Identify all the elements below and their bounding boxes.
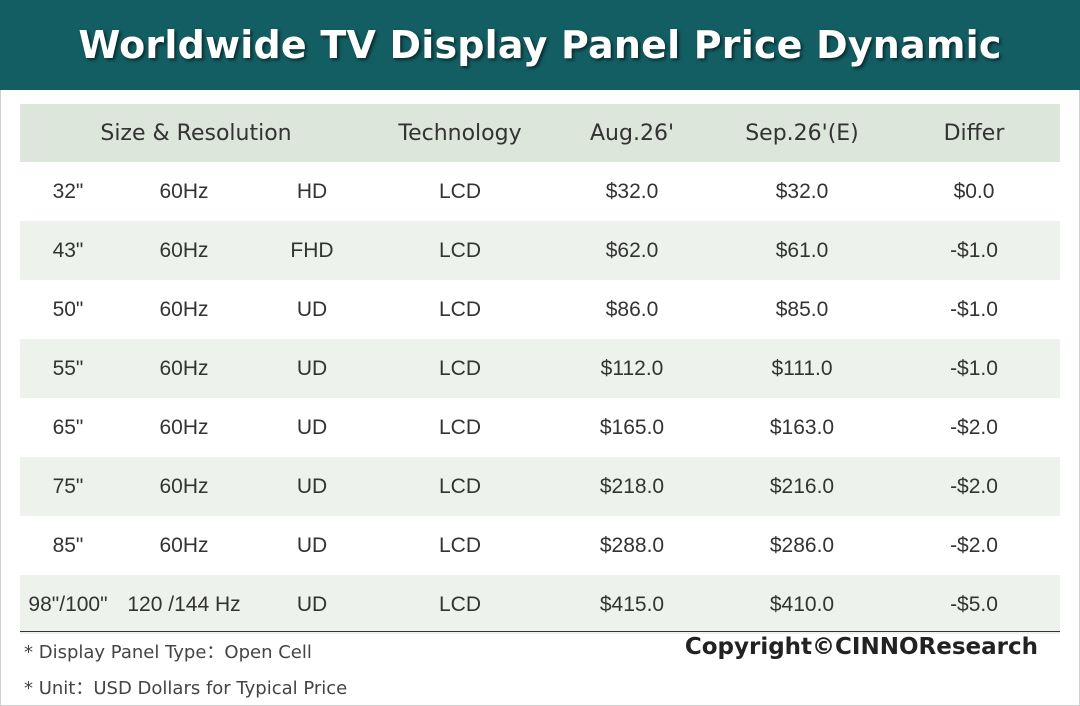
cell-technology: LCD — [438, 592, 481, 616]
table-row: 55" 60Hz UD LCD $112.0 $111.0 -$1.0 — [20, 339, 1060, 398]
title-bar: Worldwide TV Display Panel Price Dynamic — [0, 0, 1080, 90]
cell-differ: -$1.0 — [950, 297, 998, 321]
price-table: Size & Resolution Technology Aug.26' Sep… — [20, 104, 1060, 634]
cell-sep: $216.0 — [769, 474, 835, 498]
cell-resolution: UD — [296, 297, 328, 321]
cell-technology: LCD — [438, 474, 481, 498]
cell-refresh: 60Hz — [159, 297, 209, 321]
table-row: 85" 60Hz UD LCD $288.0 $286.0 -$2.0 — [20, 516, 1060, 575]
cell-aug: $86.0 — [605, 297, 659, 321]
cell-differ: -$5.0 — [950, 592, 998, 616]
cell-size: 85" — [52, 533, 84, 557]
cell-differ: $0.0 — [953, 179, 995, 203]
table-header-row: Size & Resolution Technology Aug.26' Sep… — [20, 104, 1060, 162]
cell-refresh: 60Hz — [159, 533, 209, 557]
cell-sep: $286.0 — [769, 533, 835, 557]
header-aug: Aug.26' — [590, 120, 674, 146]
cell-technology: LCD — [438, 415, 481, 439]
cell-aug: $62.0 — [605, 238, 659, 262]
header-differ: Differ — [943, 120, 1005, 146]
cell-sep: $163.0 — [769, 415, 835, 439]
note-panel-type: * Display Panel Type：Open Cell — [24, 642, 312, 663]
cell-size: 98"/100" — [28, 592, 108, 616]
cell-aug: $112.0 — [600, 356, 664, 380]
table-row: 43" 60Hz FHD LCD $62.0 $61.0 -$1.0 — [20, 221, 1060, 280]
cell-resolution: HD — [296, 179, 328, 203]
cell-refresh: 60Hz — [159, 474, 209, 498]
table-row: 32" 60Hz HD LCD $32.0 $32.0 $0.0 — [20, 162, 1060, 221]
cell-technology: LCD — [438, 238, 481, 262]
cell-differ: -$1.0 — [950, 356, 998, 380]
cell-differ: -$2.0 — [950, 415, 998, 439]
header-size-resolution: Size & Resolution — [100, 120, 292, 146]
table-row: 50" 60Hz UD LCD $86.0 $85.0 -$1.0 — [20, 280, 1060, 339]
cell-refresh: 60Hz — [159, 356, 209, 380]
cell-technology: LCD — [438, 356, 481, 380]
table-bottom-rule — [20, 631, 1060, 632]
cell-refresh: 60Hz — [159, 179, 209, 203]
cell-size: 32" — [52, 179, 84, 203]
table-row: 98"/100" 120 /144 Hz UD LCD $415.0 $410.… — [20, 575, 1060, 634]
cell-sep: $61.0 — [775, 238, 829, 262]
cell-resolution: UD — [296, 474, 328, 498]
cell-aug: $288.0 — [599, 533, 665, 557]
cell-sep: $32.0 — [775, 179, 829, 203]
cell-refresh: 120 /144 Hz — [127, 592, 241, 616]
cell-resolution: FHD — [290, 238, 334, 262]
cell-refresh: 60Hz — [159, 415, 209, 439]
cell-aug: $165.0 — [599, 415, 665, 439]
cell-aug: $415.0 — [599, 592, 665, 616]
cell-refresh: 60Hz — [159, 238, 209, 262]
table-row: 75" 60Hz UD LCD $218.0 $216.0 -$2.0 — [20, 457, 1060, 516]
cell-aug: $32.0 — [605, 179, 659, 203]
cell-resolution: UD — [296, 533, 328, 557]
cell-differ: -$1.0 — [950, 238, 998, 262]
cell-sep: $410.0 — [769, 592, 835, 616]
copyright-text: Copyright©CINNOResearch — [684, 634, 1038, 660]
cell-aug: $218.0 — [599, 474, 665, 498]
cell-size: 55" — [52, 356, 84, 380]
cell-resolution: UD — [296, 592, 328, 616]
cell-technology: LCD — [438, 533, 481, 557]
header-sep: Sep.26'(E) — [745, 120, 859, 146]
cell-technology: LCD — [438, 179, 481, 203]
cell-sep: $85.0 — [775, 297, 829, 321]
note-unit: * Unit：USD Dollars for Typical Price — [24, 678, 348, 699]
cell-differ: -$2.0 — [950, 533, 998, 557]
cell-resolution: UD — [296, 415, 328, 439]
cell-resolution: UD — [296, 356, 328, 380]
page-title: Worldwide TV Display Panel Price Dynamic — [78, 23, 1002, 67]
cell-size: 43" — [52, 238, 84, 262]
cell-technology: LCD — [438, 297, 481, 321]
cell-differ: -$2.0 — [950, 474, 998, 498]
cell-sep: $111.0 — [771, 356, 833, 380]
cell-size: 50" — [52, 297, 84, 321]
cell-size: 65" — [52, 415, 84, 439]
cell-size: 75" — [52, 474, 84, 498]
header-technology: Technology — [398, 120, 522, 146]
table-row: 65" 60Hz UD LCD $165.0 $163.0 -$2.0 — [20, 398, 1060, 457]
